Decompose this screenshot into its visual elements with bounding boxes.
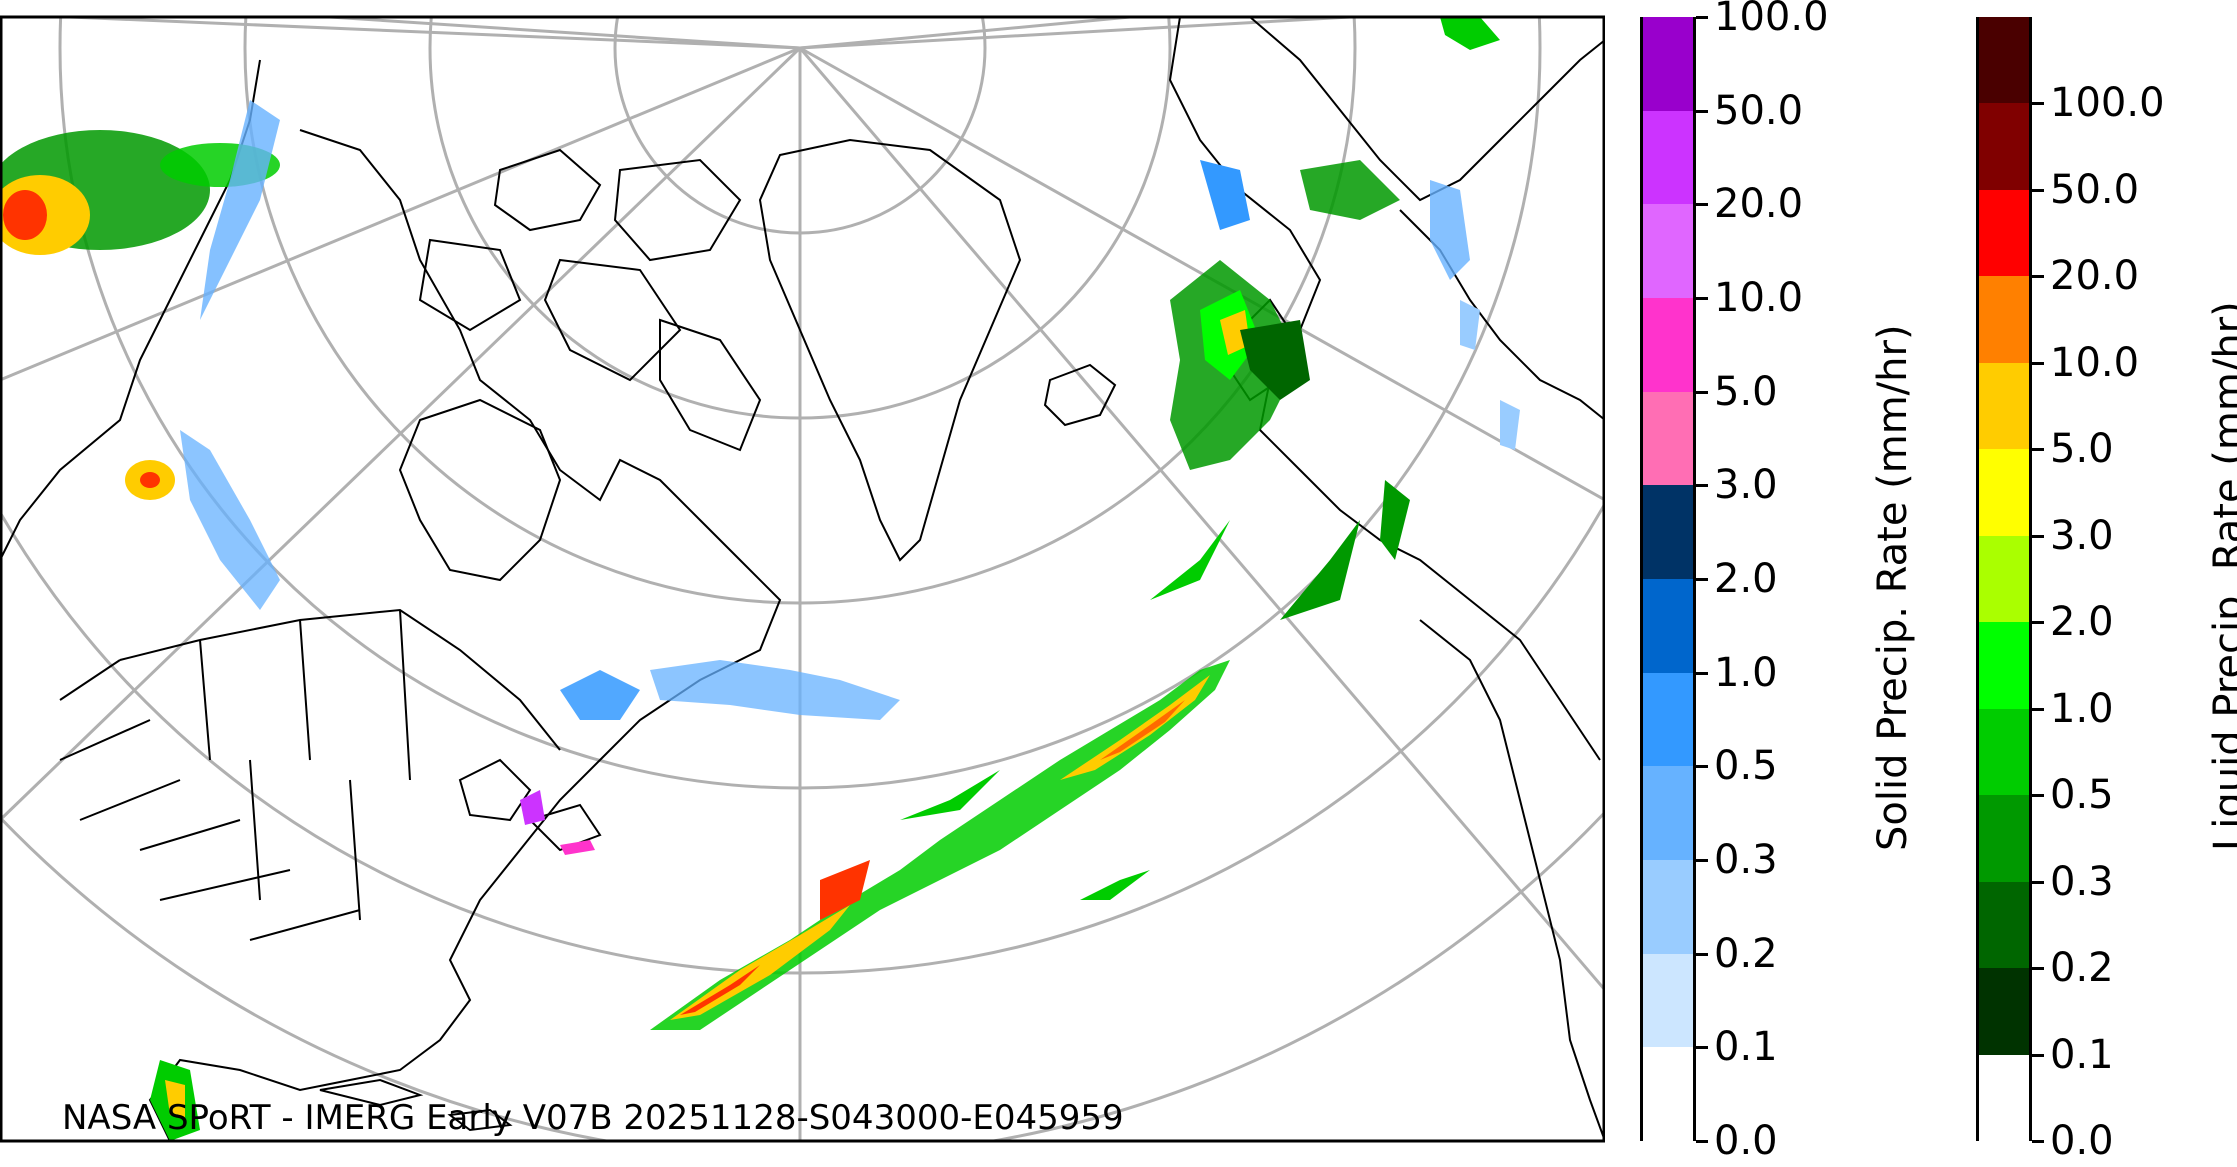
- solid-colorbar-title: Solid Precip. Rate (mm/hr): [1870, 324, 1916, 851]
- liquid-colorbar-segment: [1979, 795, 2029, 882]
- liquid-colorbar-tick-label: 2.0: [2050, 599, 2114, 646]
- solid-colorbar-segment: [1643, 953, 1693, 1048]
- liquid-colorbar-tick-label: 100.0: [2050, 80, 2165, 127]
- solid-colorbar-tick-label: 1.0: [1714, 649, 1778, 696]
- solid-colorbar-segment: [1643, 298, 1693, 392]
- solid-colorbar-tick-label: 0.0: [1714, 1118, 1778, 1164]
- solid-colorbar-segment: [1643, 1047, 1693, 1141]
- liquid-colorbar-segment: [1979, 968, 2029, 1055]
- liquid-colorbar-tick: [2032, 707, 2044, 711]
- solid-colorbar-tick: [1696, 297, 1708, 300]
- liquid-colorbar-tick: [2032, 1140, 2044, 1143]
- solid-colorbar-tick: [1696, 1046, 1708, 1050]
- snow-swath: [180, 100, 1520, 855]
- liquid-colorbar-tick: [2032, 361, 2044, 365]
- liquid-colorbar-tick: [2032, 275, 2044, 279]
- liquid-colorbar-tick: [2032, 967, 2044, 971]
- liquid-colorbar-tick-label: 0.2: [2050, 945, 2114, 992]
- liquid-colorbar-segment: [1979, 449, 2029, 536]
- solid-colorbar-tick: [1696, 484, 1708, 488]
- footer-caption: NASA SPoRT - IMERG Early V07B 20251128-S…: [62, 1098, 1124, 1138]
- liquid-colorbar-segment: [1979, 17, 2029, 104]
- solid-colorbar-tick-label: 0.1: [1714, 1024, 1778, 1071]
- solid-colorbar-tick: [1696, 109, 1708, 113]
- solid-colorbar-tick-label: 0.3: [1714, 837, 1778, 883]
- solid-colorbar-tick: [1696, 859, 1708, 862]
- solid-colorbar-segment: [1643, 672, 1693, 767]
- liquid-colorbar-segment: [1979, 1054, 2029, 1141]
- liquid-colorbar-segment: [1979, 622, 2029, 709]
- liquid-colorbar-tick-label: 0.5: [2050, 772, 2114, 819]
- liquid-colorbar-tick-label: 10.0: [2050, 339, 2140, 386]
- liquid-colorbar: [1976, 17, 2032, 1141]
- solid-colorbar-tick: [1696, 952, 1708, 956]
- solid-colorbar-segment: [1643, 391, 1693, 486]
- liquid-colorbar-segment: [1979, 276, 2029, 363]
- solid-colorbar-segment: [1643, 110, 1693, 205]
- liquid-colorbar-segment: [1979, 535, 2029, 623]
- solid-colorbar-tick: [1696, 16, 1708, 19]
- liquid-colorbar-tick: [2032, 621, 2044, 625]
- liquid-colorbar-tick-label: 1.0: [2050, 685, 2114, 732]
- graticule: [0, 17, 1605, 1141]
- liquid-colorbar-tick-label: 3.0: [2050, 512, 2114, 559]
- precipitation-map: [0, 15, 1605, 1143]
- liquid-colorbar-segment: [1979, 189, 2029, 277]
- liquid-colorbar-tick: [2032, 794, 2044, 798]
- solid-colorbar-tick-label: 10.0: [1714, 275, 1804, 321]
- solid-colorbar-tick-label: 20.0: [1714, 181, 1804, 228]
- liquid-colorbar-tick: [2032, 880, 2044, 884]
- solid-colorbar-segment: [1643, 485, 1693, 579]
- liquid-colorbar-tick: [2032, 448, 2044, 452]
- solid-colorbar-segment: [1643, 17, 1693, 111]
- solid-colorbar-tick: [1696, 671, 1708, 675]
- solid-colorbar-tick-label: 0.5: [1714, 743, 1778, 790]
- liquid-colorbar-segment: [1979, 362, 2029, 450]
- liquid-colorbar-tick: [2032, 188, 2044, 192]
- solid-colorbar-tick: [1696, 203, 1708, 207]
- liquid-colorbar-segment: [1979, 708, 2029, 796]
- liquid-colorbar-tick-label: 50.0: [2050, 166, 2140, 213]
- liquid-colorbar-tick-label: 0.0: [2050, 1118, 2114, 1164]
- solid-colorbar-tick-label: 0.2: [1714, 930, 1778, 977]
- solid-colorbar-tick: [1696, 578, 1708, 581]
- solid-colorbar-tick-label: 2.0: [1714, 556, 1778, 602]
- liquid-colorbar-segment: [1979, 103, 2029, 190]
- solid-colorbar-tick-label: 5.0: [1714, 368, 1778, 415]
- liquid-colorbar-tick-label: 0.3: [2050, 858, 2114, 905]
- liquid-colorbar-title: Liquid Precip. Rate (mm/hr): [2206, 301, 2237, 851]
- rain-band: [0, 17, 1500, 1141]
- liquid-colorbar-tick: [2032, 1053, 2044, 1057]
- liquid-colorbar-tick: [2032, 102, 2044, 106]
- solid-colorbar-tick: [1696, 765, 1708, 769]
- solid-colorbar-tick-label: 3.0: [1714, 462, 1778, 509]
- solid-colorbar-tick: [1696, 1140, 1708, 1143]
- solid-colorbar-segment: [1643, 766, 1693, 860]
- liquid-colorbar-tick-label: 0.1: [2050, 1031, 2114, 1078]
- solid-colorbar-segment: [1643, 204, 1693, 298]
- liquid-colorbar-tick: [2032, 534, 2044, 538]
- liquid-colorbar-tick-label: 20.0: [2050, 253, 2140, 300]
- solid-colorbar-segment: [1643, 860, 1693, 954]
- solid-colorbar-tick: [1696, 390, 1708, 394]
- solid-colorbar-tick-label: 50.0: [1714, 87, 1804, 134]
- solid-colorbar: [1640, 17, 1696, 1141]
- solid-colorbar-tick-label: 100.0: [1714, 0, 1829, 40]
- liquid-colorbar-segment: [1979, 881, 2029, 969]
- liquid-colorbar-tick-label: 5.0: [2050, 426, 2114, 473]
- solid-colorbar-segment: [1643, 579, 1693, 673]
